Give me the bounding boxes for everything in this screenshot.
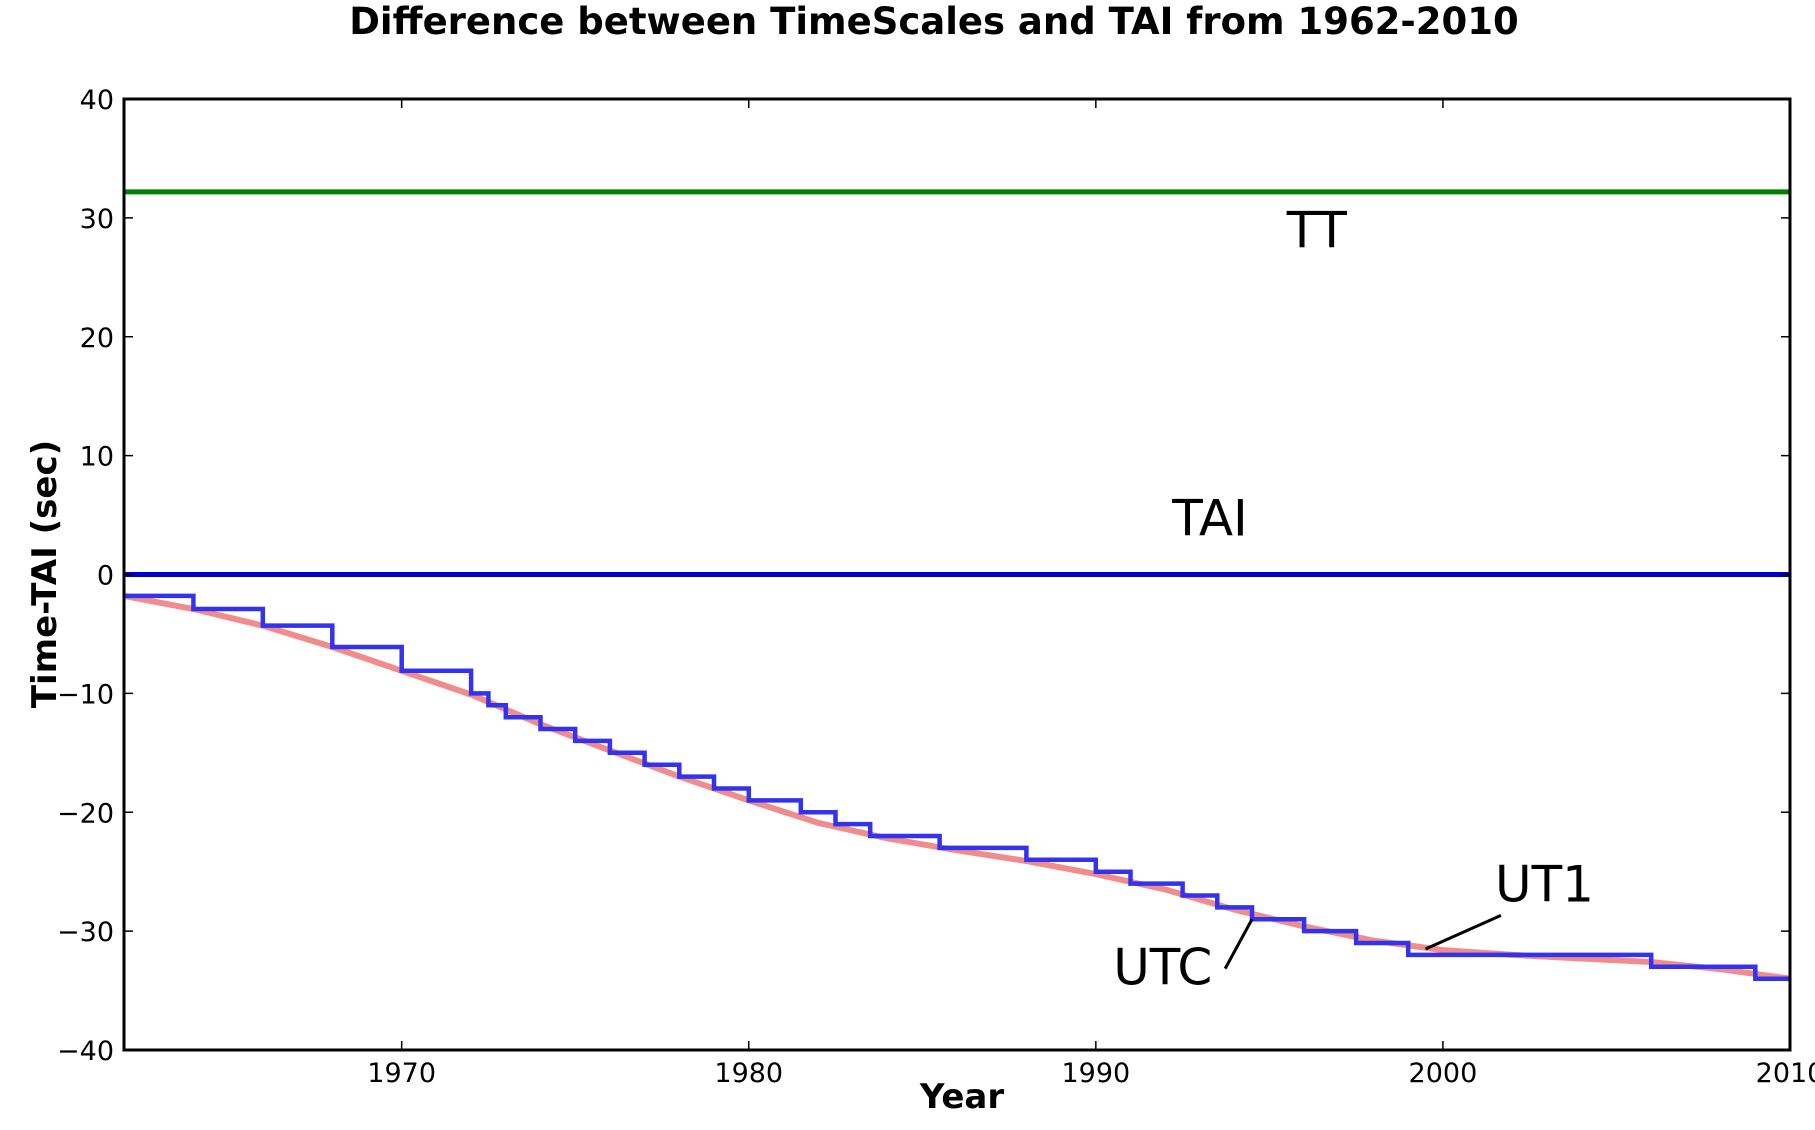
annotation-utc: UTC bbox=[1113, 939, 1212, 997]
y-tick-label: −20 bbox=[57, 798, 114, 829]
y-tick-label: −40 bbox=[57, 1036, 114, 1067]
y-tick-label: −30 bbox=[57, 917, 114, 948]
annotation-pointer-utc bbox=[1223, 918, 1254, 970]
y-tick-label: 40 bbox=[80, 85, 114, 116]
x-tick-label: 1990 bbox=[1061, 1058, 1130, 1089]
x-tick-label: 1980 bbox=[714, 1058, 783, 1089]
series-line-ut1 bbox=[124, 592, 1790, 982]
annotation-tai: TAI bbox=[1171, 489, 1248, 547]
x-tick-label: 2010 bbox=[1756, 1058, 1815, 1089]
y-tick-label: 30 bbox=[80, 204, 114, 235]
annotation-pointer-ut1 bbox=[1424, 914, 1502, 951]
y-tick-label: −10 bbox=[57, 679, 114, 710]
chart-title: Difference between TimeScales and TAI fr… bbox=[349, 0, 1519, 43]
y-tick-label: 20 bbox=[80, 323, 114, 354]
series-line-utc bbox=[124, 593, 1790, 981]
y-tick-label: 0 bbox=[97, 561, 114, 592]
y-axis-label: Time-TAI (sec) bbox=[25, 440, 65, 708]
axis-ticks: 1970 1980 1990 2000 2010 −40 −30 −20 −10 0 10 20 30 4… bbox=[57, 85, 1815, 1089]
annotation-tt: TT bbox=[1286, 202, 1348, 260]
x-axis-label: Year bbox=[919, 1077, 1005, 1117]
annotation-ut1: UT1 bbox=[1495, 855, 1594, 913]
x-tick-label: 1970 bbox=[367, 1058, 436, 1089]
y-tick-label: 10 bbox=[80, 442, 114, 473]
x-tick-label: 2000 bbox=[1409, 1058, 1478, 1089]
plot-area: TT TAI UT1 UTC bbox=[124, 189, 1790, 997]
